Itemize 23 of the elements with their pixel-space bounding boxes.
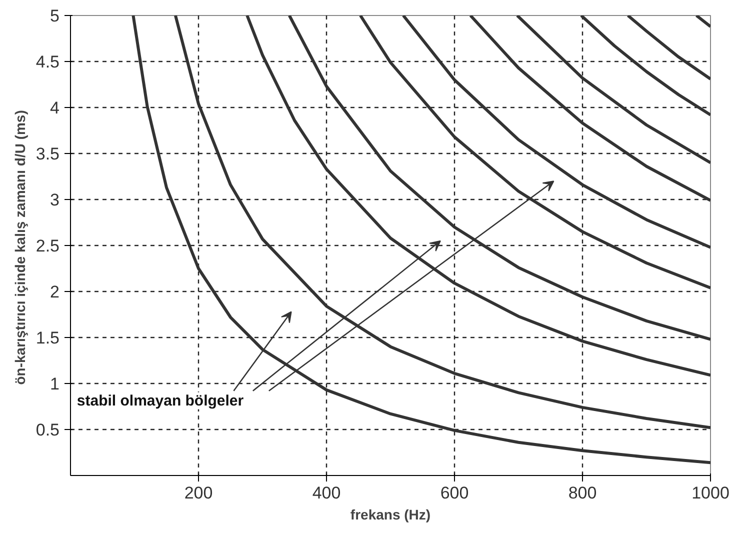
x-tick-label: 600 <box>440 484 469 502</box>
x-tick-label: 800 <box>568 484 597 502</box>
y-tick-label: 3 <box>50 190 60 210</box>
line-series <box>402 16 710 249</box>
y-tick-label: 4.5 <box>36 52 60 72</box>
line-series <box>516 16 710 164</box>
y-tick-label: 5 <box>50 6 60 26</box>
y-tick-label: 1.5 <box>36 328 60 348</box>
line-series <box>469 16 710 202</box>
y-axis-title: ön-karıştırıcı içinde kalış zamanı d/U (ms) <box>12 110 28 385</box>
line-series <box>580 16 710 116</box>
y-tick-label: 3.5 <box>36 144 60 164</box>
x-tick-label: 1000 <box>692 484 730 502</box>
y-tick-label: 1 <box>50 374 60 394</box>
x-axis-title: frekans (Hz) <box>350 506 431 522</box>
y-tick-label: 2 <box>50 282 60 302</box>
x-tick-label: 400 <box>312 484 341 502</box>
line-series <box>626 16 710 80</box>
annotation: stabil olmayan bölgeler <box>76 392 244 410</box>
x-tick-label: 200 <box>184 484 213 502</box>
y-tick-label: 0.5 <box>36 420 60 440</box>
y-tick-label: 4 <box>50 98 60 118</box>
y-tick-label: 2.5 <box>36 236 60 256</box>
